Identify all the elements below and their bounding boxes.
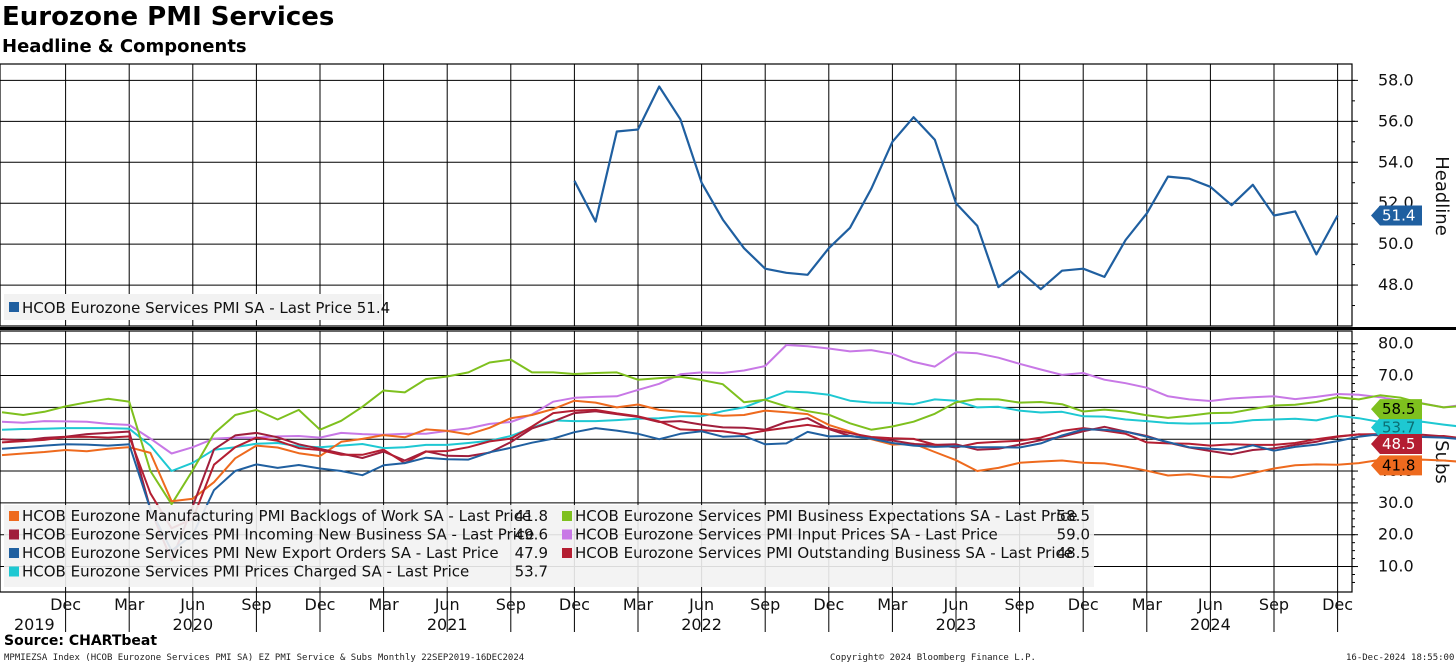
top-legend-box xyxy=(4,294,382,320)
top-legend-swatch xyxy=(9,302,19,312)
prices-legend-value: 53.7 xyxy=(515,563,548,581)
x-tick-label: Sep xyxy=(496,595,526,614)
outstanding-series-line xyxy=(1,408,1456,530)
top-y-tick-label: 56.0 xyxy=(1378,111,1414,130)
footer-index-info: MPMIEZSA Index (HCOB Eurozone Services P… xyxy=(4,653,525,663)
incoming-legend-name: HCOB Eurozone Services PMI Incoming New … xyxy=(22,526,534,544)
x-tick-label: Jun xyxy=(943,595,969,614)
top-y-axis-label: Headline xyxy=(1431,156,1452,236)
headline-series-line xyxy=(573,85,1339,291)
x-tick-label: Dec xyxy=(1322,595,1353,614)
x-year-label: 2022 xyxy=(681,615,722,634)
outstanding-legend-swatch xyxy=(562,548,572,558)
backlogs-last-badge: 41.8 xyxy=(1371,455,1422,476)
x-tick-label: Jun xyxy=(434,595,460,614)
footer-timestamp: 16-Dec-2024 18:55:00 xyxy=(1346,653,1455,663)
input-legend-value: 59.0 xyxy=(1057,526,1090,544)
backlogs-last-badge-label: 41.8 xyxy=(1382,456,1415,474)
prices-legend-swatch xyxy=(9,566,19,577)
bottom-y-tick-label: 70.0 xyxy=(1378,366,1414,385)
x-tick-label: Sep xyxy=(241,595,271,614)
outstanding-last-badge-label: 48.5 xyxy=(1382,435,1415,453)
bottom-y-axis-label: Subs xyxy=(1431,440,1452,484)
x-tick-label: Dec xyxy=(813,595,844,614)
prices-last-badge-label: 53.7 xyxy=(1382,418,1415,436)
outstanding-last-badge: 48.5 xyxy=(1371,433,1422,454)
x-year-label: 2019 xyxy=(14,615,55,634)
expectations-last-badge-label: 58.5 xyxy=(1382,400,1415,418)
x-tick-label: Mar xyxy=(369,595,400,614)
bottom-y-tick-label: 10.0 xyxy=(1378,557,1414,576)
outstanding-legend-name: HCOB Eurozone Services PMI Outstanding B… xyxy=(575,544,1073,562)
chart-subtitle: Headline & Components xyxy=(2,36,247,57)
x-tick-label: Dec xyxy=(50,595,81,614)
top-legend-label: HCOB Eurozone Services PMI SA - Last Pri… xyxy=(22,299,390,317)
prices-legend-name: HCOB Eurozone Services PMI Prices Charge… xyxy=(22,563,469,581)
export-series-line xyxy=(1,427,1456,552)
outstanding-legend-value: 48.5 xyxy=(1057,544,1090,562)
bottom-y-tick-label: 20.0 xyxy=(1378,525,1414,544)
input-legend-swatch xyxy=(562,529,572,540)
footer-copyright: Copyright© 2024 Bloomberg Finance L.P. xyxy=(830,653,1036,663)
x-tick-label: Dec xyxy=(559,595,590,614)
expectations-series-line xyxy=(1,358,1456,506)
headline-last-badge: 51.4 xyxy=(1371,205,1422,226)
x-tick-label: Jun xyxy=(179,595,205,614)
prices-last-badge-shape xyxy=(1371,417,1422,438)
headline-last-badge-shape xyxy=(1371,205,1422,226)
bottom-legend-box xyxy=(4,505,1094,587)
x-tick-label: Mar xyxy=(877,595,908,614)
top-y-tick-label: 50.0 xyxy=(1378,234,1414,253)
outstanding-last-badge-shape xyxy=(1371,433,1422,454)
export-legend-value: 47.9 xyxy=(515,544,548,562)
x-tick-label: Jun xyxy=(688,595,714,614)
x-year-label: 2021 xyxy=(427,615,468,634)
incoming-series-line xyxy=(1,410,1456,562)
headline-last-badge-label: 51.4 xyxy=(1382,206,1415,224)
x-tick-label: Mar xyxy=(114,595,145,614)
bottom-y-tick-label: 30.0 xyxy=(1378,493,1414,512)
expectations-legend-swatch xyxy=(562,511,572,521)
backlogs-legend-value: 41.8 xyxy=(515,507,548,525)
expectations-legend-name: HCOB Eurozone Services PMI Business Expe… xyxy=(575,507,1078,525)
x-tick-label: Mar xyxy=(1132,595,1163,614)
x-year-label: 2024 xyxy=(1190,615,1231,634)
x-tick-label: Sep xyxy=(1259,595,1289,614)
chart-title: Eurozone PMI Services xyxy=(2,2,335,32)
incoming-legend-swatch xyxy=(9,529,19,540)
bottom-y-tick-label: 80.0 xyxy=(1378,334,1414,353)
backlogs-series-line xyxy=(1,399,1456,503)
expectations-last-badge-shape xyxy=(1371,399,1422,420)
source-label: Source: CHARTbeat xyxy=(4,633,158,649)
expectations-last-badge: 58.5 xyxy=(1371,399,1422,420)
top-y-tick-label: 58.0 xyxy=(1378,70,1414,89)
x-tick-label: Sep xyxy=(1005,595,1035,614)
export-legend-name: HCOB Eurozone Services PMI New Export Or… xyxy=(22,544,499,562)
x-tick-label: Sep xyxy=(750,595,780,614)
x-year-label: 2023 xyxy=(936,615,977,634)
x-tick-label: Dec xyxy=(305,595,336,614)
incoming-legend-value: 49.6 xyxy=(515,526,548,544)
x-year-label: 2020 xyxy=(172,615,213,634)
input-legend-name: HCOB Eurozone Services PMI Input Prices … xyxy=(575,526,998,544)
expectations-legend-value: 58.5 xyxy=(1057,507,1090,525)
prices-series-line xyxy=(1,390,1456,472)
x-tick-label: Dec xyxy=(1068,595,1099,614)
top-y-tick-label: 54.0 xyxy=(1378,152,1414,171)
x-tick-label: Jun xyxy=(1197,595,1223,614)
backlogs-legend-name: HCOB Eurozone Manufacturing PMI Backlogs… xyxy=(22,507,531,525)
prices-last-badge: 53.7 xyxy=(1371,417,1422,438)
top-y-tick-label: 48.0 xyxy=(1378,275,1414,294)
x-tick-label: Mar xyxy=(623,595,654,614)
export-legend-swatch xyxy=(9,548,19,558)
input-series-line xyxy=(1,344,1456,455)
backlogs-last-badge-shape xyxy=(1371,455,1422,476)
backlogs-legend-swatch xyxy=(9,511,19,521)
top-plot-area xyxy=(0,63,1353,327)
